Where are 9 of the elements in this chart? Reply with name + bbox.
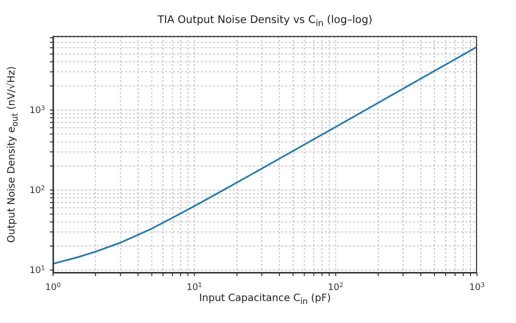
x-tick-label: 10$^{3}$: [469, 282, 485, 293]
y-tick-label: 10$^{2}$: [30, 184, 45, 196]
x-tick-label: 10$^{1}$: [186, 282, 202, 293]
x-tick-label: 10$^{2}$: [328, 282, 344, 293]
x-tick-label: 10$^{0}$: [45, 282, 61, 293]
y-tick-label: 10$^{1}$: [30, 264, 45, 276]
x-axis-title: Input Capacitance C$_{in}$ (pF): [198, 293, 332, 306]
chart-title: TIA Output Noise Density vs C$_{in}$ (log–log): [156, 14, 374, 30]
y-tick-label: 10$^{3}$: [30, 104, 45, 116]
